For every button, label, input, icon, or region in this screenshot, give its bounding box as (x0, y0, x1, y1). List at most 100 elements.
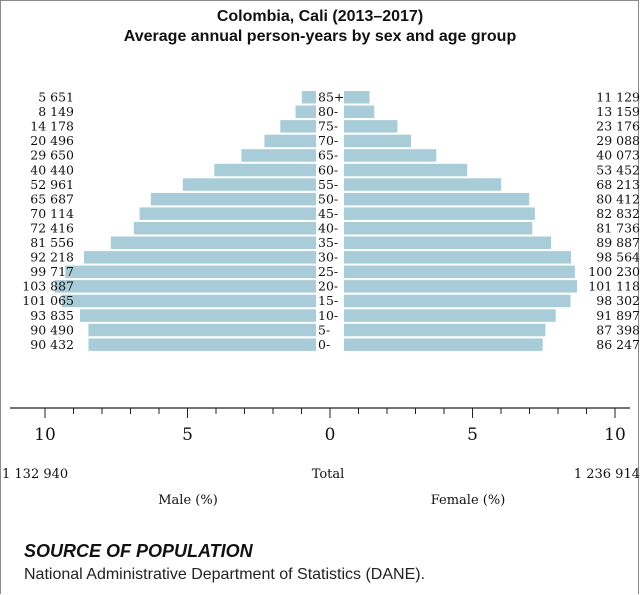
male-bar-15- (61, 294, 316, 308)
x-tick-label: 10 (34, 425, 56, 445)
age-group-label: 35- (318, 235, 338, 250)
male-bar-30- (84, 251, 316, 264)
age-group-label: 85+ (318, 90, 344, 105)
male-axis-label: Male (%) (158, 493, 218, 508)
chart-subtitle: Average annual person-years by sex and a… (123, 28, 517, 45)
female-value-label: 68 213 (596, 177, 640, 192)
female-bar-10- (344, 309, 556, 322)
female-bar-35- (344, 236, 552, 249)
male-value-label: 40 440 (30, 162, 74, 177)
chart-title: Colombia, Cali (2013–2017) (216, 8, 424, 25)
male-value-label: 101 065 (22, 293, 74, 308)
female-axis-label: Female (%) (431, 493, 506, 508)
male-value-label: 65 687 (30, 191, 74, 206)
female-value-label: 80 412 (596, 191, 640, 206)
male-bar-35- (110, 236, 316, 249)
female-value-label: 82 832 (596, 206, 640, 221)
male-total-value: 1 132 940 (2, 467, 68, 482)
male-value-label: 20 496 (30, 133, 74, 148)
female-value-label: 91 897 (596, 308, 640, 323)
female-value-label: 53 452 (596, 162, 640, 177)
age-group-label: 40- (318, 221, 338, 236)
male-value-label: 5 651 (38, 90, 74, 105)
female-bar-0- (344, 338, 543, 351)
male-value-label: 90 432 (30, 337, 74, 352)
male-bar-25- (65, 265, 316, 279)
male-bar-85+ (301, 91, 316, 104)
male-value-label: 90 490 (30, 322, 74, 337)
male-value-label: 92 218 (30, 250, 74, 265)
age-group-label: 55- (318, 177, 338, 192)
male-value-label: 103 887 (22, 279, 74, 294)
female-bar-85+ (344, 91, 370, 104)
age-group-label: 75- (318, 119, 338, 134)
female-bar-15- (344, 294, 571, 308)
source-text: National Administrative Department of St… (24, 566, 426, 583)
total-label: Total (312, 467, 345, 482)
male-bar-45- (139, 207, 316, 220)
male-bar-75- (280, 120, 316, 133)
male-value-label: 14 178 (30, 119, 74, 134)
age-group-label: 25- (318, 264, 338, 279)
male-bar-0- (88, 338, 316, 351)
female-bar-75- (344, 120, 398, 133)
male-bar-10- (80, 309, 316, 322)
age-group-label: 30- (318, 250, 338, 265)
x-tick-label: 5 (467, 425, 478, 445)
female-bar-40- (344, 222, 533, 235)
female-value-label: 89 887 (596, 235, 640, 250)
female-bar-20- (344, 280, 577, 293)
male-value-label: 99 717 (30, 264, 74, 279)
female-value-label: 23 176 (596, 119, 640, 134)
female-value-label: 29 088 (596, 133, 640, 148)
male-bar-20- (54, 280, 316, 293)
age-group-label: 70- (318, 133, 338, 148)
female-value-label: 101 118 (588, 279, 640, 294)
male-value-label: 81 556 (30, 235, 74, 250)
female-value-label: 100 230 (588, 264, 640, 279)
female-value-label: 87 398 (596, 322, 640, 337)
female-bar-80- (344, 105, 375, 118)
age-group-label: 65- (318, 148, 338, 163)
male-bar-70- (264, 134, 316, 148)
female-value-label: 13 159 (596, 104, 640, 119)
x-tick-label: 0 (325, 425, 336, 445)
male-bar-55- (182, 178, 316, 191)
age-group-label: 80- (318, 104, 338, 119)
age-group-label: 20- (318, 279, 338, 294)
female-bar-50- (344, 192, 530, 206)
male-bar-65- (241, 149, 316, 162)
bar-group (54, 91, 577, 351)
male-bar-80- (295, 105, 316, 118)
male-value-label: 8 149 (38, 104, 74, 119)
female-bar-70- (344, 134, 411, 148)
population-pyramid-chart: 85+80-75-70-65-60-55-50-45-40-35-30-25-2… (2, 90, 640, 509)
male-bar-60- (214, 163, 316, 177)
source-heading: SOURCE OF POPULATION (24, 541, 253, 561)
male-bar-50- (150, 192, 316, 206)
value-label-group: 5 651 11 129 8 149 13 159 14 178 23 176 20 496… (22, 90, 640, 352)
age-label-group: 85+80-75-70-65-60-55-50-45-40-35-30-25-2… (318, 90, 344, 352)
female-bar-45- (344, 207, 535, 220)
male-value-label: 72 416 (30, 221, 74, 236)
female-value-label: 98 564 (596, 250, 640, 265)
age-group-label: 0- (318, 337, 330, 352)
male-value-label: 93 835 (30, 308, 74, 323)
female-value-label: 81 736 (596, 221, 640, 236)
age-group-label: 50- (318, 191, 338, 206)
age-group-label: 5- (318, 322, 330, 337)
age-group-label: 10- (318, 308, 338, 323)
female-bar-25- (344, 265, 575, 279)
female-total-value: 1 236 914 (574, 467, 640, 482)
male-value-label: 70 114 (30, 206, 74, 221)
male-value-label: 29 650 (30, 148, 74, 163)
female-bar-55- (344, 178, 502, 191)
age-group-label: 60- (318, 162, 338, 177)
age-group-label: 45- (318, 206, 338, 221)
female-bar-60- (344, 163, 468, 177)
female-value-label: 98 302 (596, 293, 640, 308)
female-value-label: 11 129 (596, 90, 640, 105)
female-bar-5- (344, 323, 546, 337)
female-value-label: 86 247 (596, 337, 640, 352)
